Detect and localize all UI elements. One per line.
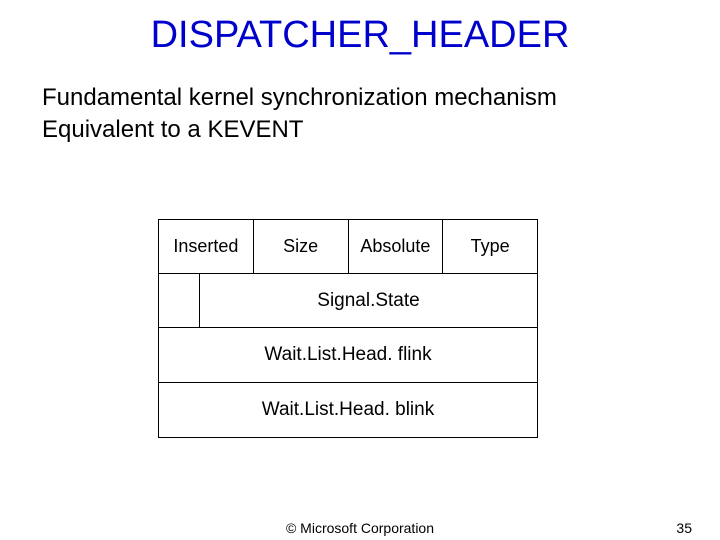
diagram-row-1: Signal.State [159, 274, 537, 328]
cell-absolute: Absolute [349, 220, 444, 273]
cell-signalstate: Signal.State [199, 274, 537, 327]
body-text: Fundamental kernel synchronization mecha… [42, 82, 720, 144]
diagram-row-0: Inserted Size Absolute Type [159, 220, 537, 274]
cell-blink: Wait.List.Head. blink [159, 383, 537, 437]
cell-flink: Wait.List.Head. flink [159, 328, 537, 382]
slide-title: DISPATCHER_HEADER [0, 14, 720, 57]
cell-signalstate-label: Signal.State [317, 290, 419, 312]
body-line-1: Fundamental kernel synchronization mecha… [42, 82, 720, 113]
footer-copyright: © Microsoft Corporation [0, 520, 720, 536]
diagram-row-2: Wait.List.Head. flink [159, 328, 537, 383]
slide: DISPATCHER_HEADER Fundamental kernel syn… [0, 14, 720, 540]
diagram-row-3: Wait.List.Head. blink [159, 383, 537, 437]
page-number: 35 [676, 520, 692, 536]
struct-diagram: Inserted Size Absolute Type Signal.State… [158, 219, 538, 438]
body-line-2: Equivalent to a KEVENT [42, 114, 720, 145]
cell-type: Type [443, 220, 537, 273]
cell-size: Size [254, 220, 349, 273]
cell-inserted: Inserted [159, 220, 254, 273]
